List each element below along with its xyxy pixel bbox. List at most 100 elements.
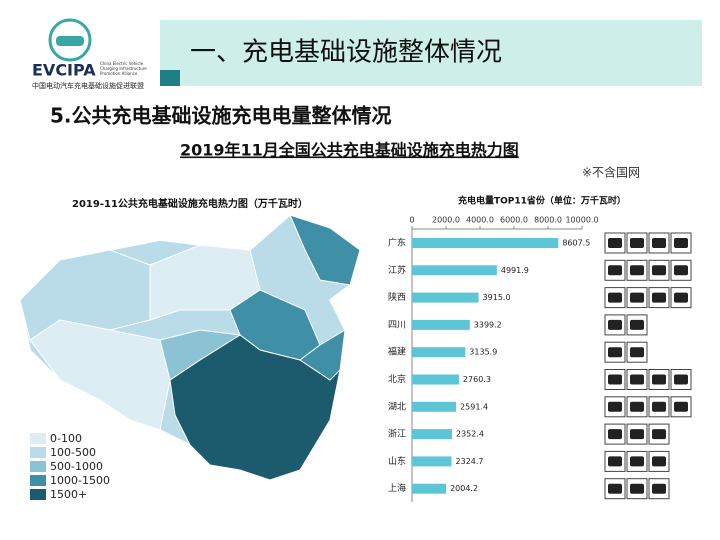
icon-vehicle bbox=[674, 401, 688, 412]
value-label: 2324.7 bbox=[456, 457, 484, 466]
icon-vehicle bbox=[608, 238, 622, 248]
icon-vehicle bbox=[674, 292, 688, 303]
bar bbox=[412, 456, 452, 467]
legend-swatch bbox=[30, 461, 46, 472]
legend-label: 500-1000 bbox=[50, 460, 103, 473]
bar bbox=[412, 319, 470, 330]
icon-vehicle bbox=[652, 429, 666, 440]
icon-vehicle bbox=[652, 265, 666, 276]
value-label: 4991.9 bbox=[501, 266, 529, 275]
y-tick-label: 浙江 bbox=[388, 428, 406, 440]
icon-vehicle bbox=[630, 456, 644, 467]
y-tick-label: 陕西 bbox=[388, 291, 406, 303]
icon-vehicle bbox=[608, 347, 622, 358]
icon-vehicle bbox=[630, 238, 644, 248]
y-tick-label: 上海 bbox=[388, 482, 406, 494]
section-title: 5.公共充电基础设施充电电量整体情况 bbox=[50, 104, 392, 128]
icon-vehicle bbox=[652, 483, 666, 494]
legend-swatch bbox=[30, 475, 46, 486]
map-region bbox=[299, 329, 346, 381]
icon-vehicle bbox=[652, 456, 666, 467]
icon-vehicle bbox=[630, 265, 644, 276]
icon-vehicle bbox=[630, 374, 644, 385]
value-label: 8607.5 bbox=[562, 239, 590, 248]
bar bbox=[412, 265, 497, 276]
x-tick-label: 8000.0 bbox=[534, 216, 562, 225]
map-region bbox=[159, 329, 242, 381]
header-bar bbox=[160, 20, 702, 86]
icon-vehicle bbox=[630, 401, 644, 412]
y-tick-label: 山东 bbox=[388, 455, 406, 467]
map-title: 2019-11公共充电基础设施充电热力图（万千瓦时） bbox=[72, 197, 308, 210]
value-label: 2352.4 bbox=[456, 430, 484, 439]
bar bbox=[412, 374, 459, 385]
bar bbox=[412, 347, 466, 358]
icon-vehicle bbox=[608, 292, 622, 303]
x-tick-label: 6000.0 bbox=[500, 216, 528, 225]
icon-vehicle bbox=[608, 429, 622, 440]
header-accent bbox=[160, 70, 180, 86]
icon-vehicle bbox=[652, 238, 666, 248]
icon-vehicle bbox=[674, 265, 688, 276]
note: ※不含国网 bbox=[582, 165, 640, 180]
legend-swatch bbox=[30, 489, 46, 500]
x-tick-label: 10000.0 bbox=[565, 216, 598, 225]
icon-vehicle bbox=[608, 456, 622, 467]
y-tick-label: 江苏 bbox=[388, 264, 406, 276]
icon-vehicle bbox=[652, 374, 666, 385]
icon-vehicle bbox=[608, 401, 622, 412]
bar bbox=[412, 483, 447, 494]
logo-name: EVCIPA bbox=[32, 61, 96, 80]
icon-vehicle bbox=[608, 319, 622, 330]
icon-vehicle bbox=[630, 429, 644, 440]
icon-vehicle bbox=[608, 483, 622, 494]
value-label: 3399.2 bbox=[474, 320, 502, 329]
logo-english: China Electric Vehicle Charging Infrastr… bbox=[100, 61, 147, 76]
icon-vehicle bbox=[674, 238, 688, 248]
map-region bbox=[29, 319, 171, 431]
bar-chart: 0 2000.0 4000.0 6000.0 8000.0 10000.0 广东 8607.5… bbox=[388, 216, 599, 502]
icon-vehicle bbox=[608, 374, 622, 385]
legend-label: 100-500 bbox=[50, 446, 96, 459]
logo-chinese: 中国电动汽车充电基础设施促进联盟 bbox=[32, 81, 144, 90]
legend-label: 1000-1500 bbox=[50, 474, 110, 487]
y-tick-label: 福建 bbox=[388, 346, 406, 358]
value-label: 2004.2 bbox=[450, 484, 478, 493]
value-label: 2760.3 bbox=[463, 375, 491, 384]
logo-ring bbox=[48, 18, 92, 62]
map-region bbox=[289, 214, 361, 286]
x-tick-label: 0 bbox=[409, 216, 414, 225]
icon-vehicle bbox=[608, 265, 622, 276]
legend-label: 0-100 bbox=[50, 432, 82, 445]
logo-english-box: China Electric Vehicle Charging Infrastr… bbox=[100, 61, 147, 76]
bar bbox=[412, 292, 479, 303]
icon-vehicle bbox=[630, 292, 644, 303]
bar-chart-title: 充电电量TOP11省份（单位：万千瓦时） bbox=[458, 195, 626, 207]
icon-vehicle bbox=[674, 374, 688, 385]
icon-vehicle bbox=[652, 292, 666, 303]
map-region bbox=[169, 334, 341, 481]
chart-heading: 2019年11月全国公共充电基础设施充电热力图 bbox=[180, 141, 519, 160]
value-label: 3915.0 bbox=[483, 293, 511, 302]
bar bbox=[412, 429, 452, 440]
map bbox=[19, 214, 361, 481]
icon-vehicle bbox=[630, 319, 644, 330]
x-tick-label: 4000.0 bbox=[466, 216, 494, 225]
y-tick-label: 广东 bbox=[388, 237, 406, 249]
icon-vehicle bbox=[652, 401, 666, 412]
x-tick-label: 2000.0 bbox=[432, 216, 460, 225]
icon-vehicle bbox=[630, 347, 644, 358]
logo: EVCIPA China Electric Vehicle Charging I… bbox=[32, 18, 147, 90]
icon-vehicle bbox=[630, 483, 644, 494]
y-tick-label: 北京 bbox=[388, 373, 406, 385]
bar bbox=[412, 238, 559, 248]
value-label: 2591.4 bbox=[460, 402, 488, 411]
legend-swatch bbox=[30, 447, 46, 458]
legend-swatch bbox=[30, 433, 46, 444]
y-tick-label: 湖北 bbox=[388, 401, 406, 412]
logo-car bbox=[56, 36, 84, 46]
vehicle-icons bbox=[604, 232, 692, 500]
bar bbox=[412, 401, 457, 412]
